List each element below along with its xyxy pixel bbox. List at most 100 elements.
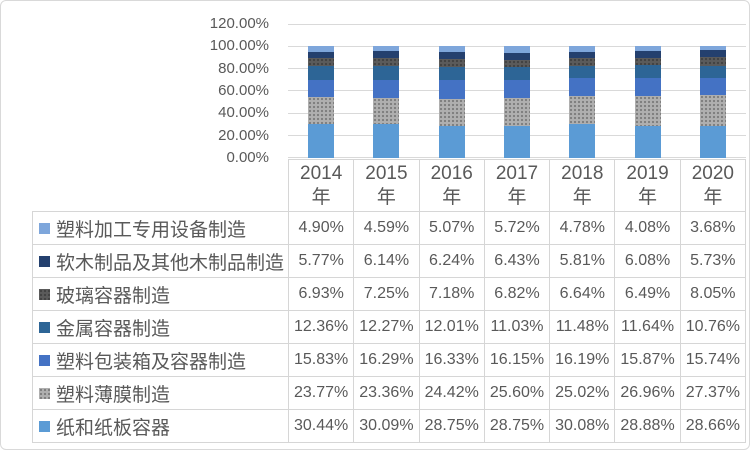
year-unit-label: 年 [638, 186, 658, 208]
value-cell: 6.14% [353, 244, 420, 278]
bar-segment [634, 64, 661, 78]
bar-segment [700, 95, 727, 126]
bar-segment [438, 98, 465, 126]
value-cell: 6.64% [549, 277, 616, 311]
value-cell: 28.66% [679, 409, 747, 443]
table-corner-blank [33, 160, 289, 212]
value-cell: 25.60% [483, 376, 551, 410]
bar-segment [373, 124, 400, 158]
bar-segment [569, 65, 596, 79]
legend-swatch [39, 321, 50, 333]
gridline [288, 45, 746, 47]
bar-segment [504, 67, 530, 80]
value-cell: 5.07% [418, 211, 485, 245]
legend-swatch [39, 255, 50, 267]
gridline [288, 23, 746, 25]
value-cell: 12.01% [418, 310, 485, 344]
series-label-cell: 塑料包装箱及容器制造 [32, 343, 289, 377]
value-cell: 25.02% [549, 376, 616, 410]
bar-segment [700, 125, 727, 158]
year-label: 2017 [495, 162, 539, 184]
table-row: 塑料包装箱及容器制造 15.83% 16.29% 16.33% 16.15% 16.19%… [32, 343, 747, 377]
value-cell: 16.19% [549, 343, 616, 377]
bar-2015 [373, 46, 400, 158]
bar-segment [634, 77, 661, 96]
bar-segment [504, 126, 530, 158]
bar-segment [307, 65, 334, 80]
bar-2014 [307, 46, 334, 158]
series-label: 软木制品及其他木制品制造 [56, 252, 285, 274]
bar-segment [634, 57, 661, 65]
value-cell: 4.08% [614, 211, 681, 245]
series-label: 玻璃容器制造 [56, 285, 171, 307]
year-unit-label: 年 [507, 186, 527, 208]
table-body: 塑料加工专用设备制造 4.90% 4.59% 5.07% 5.72% 4.78% 4.08%… [32, 211, 747, 443]
year-header: 2020 年 [679, 159, 747, 212]
bar-segment [504, 79, 530, 98]
value-cell: 30.08% [549, 409, 616, 443]
bar-segment [373, 80, 400, 99]
y-axis-tick: 20.00% [218, 126, 269, 144]
year-header: 2017 年 [483, 159, 551, 212]
table-row: 玻璃容器制造 6.93% 7.25% 7.18% 6.82% 6.64% 6.49% 8.05… [32, 277, 747, 311]
value-cell: 5.73% [679, 244, 747, 278]
value-cell: 26.96% [614, 376, 681, 410]
value-cell: 27.37% [679, 376, 747, 410]
bar-segment [307, 51, 334, 59]
series-label-cell: 金属容器制造 [32, 310, 289, 344]
y-axis-tick: 120.00% [209, 15, 269, 32]
value-cell: 5.81% [549, 244, 616, 278]
bar-segment [438, 58, 465, 67]
bar-segment [569, 51, 596, 59]
bar-segment [438, 66, 465, 81]
legend-swatch [39, 354, 50, 366]
bar-segment [700, 65, 727, 78]
year-header: 2014 年 [287, 159, 355, 212]
bar-segment [438, 52, 465, 59]
series-label: 金属容器制造 [56, 318, 171, 340]
bar-segment [634, 50, 661, 58]
table-row: 纸和纸板容器 30.44% 30.09% 28.75% 28.75% 30.08% 28.8… [32, 409, 747, 443]
bar-segment [307, 123, 334, 158]
value-cell: 10.76% [679, 310, 747, 344]
legend-swatch [39, 387, 50, 399]
value-cell: 28.88% [614, 409, 681, 443]
value-cell: 28.75% [418, 409, 485, 443]
value-cell: 6.24% [418, 244, 485, 278]
series-label-cell: 玻璃容器制造 [32, 277, 289, 311]
gridline [288, 157, 746, 159]
value-cell: 15.74% [679, 343, 747, 377]
value-cell: 6.93% [287, 277, 355, 311]
year-header: 2016 年 [418, 159, 485, 212]
legend-swatch [39, 420, 50, 432]
data-table: 2014 年 2015 年 2016 年 2017 年 2018 年 2019 年 2020 年 塑料加工… [32, 159, 747, 443]
value-cell: 15.87% [614, 343, 681, 377]
bar-segment [307, 97, 334, 124]
bar-segment [634, 46, 661, 51]
bar-segment [569, 58, 596, 66]
table-row: 软木制品及其他木制品制造 5.77% 6.14% 6.24% 6.43% 5.81% 6.0… [32, 244, 747, 278]
table-row: 金属容器制造 12.36% 12.27% 12.01% 11.03% 11.48% 11.6… [32, 310, 747, 344]
bar-segment [700, 50, 727, 57]
value-cell: 15.83% [287, 343, 355, 377]
y-axis-tick: 0.00% [226, 148, 269, 166]
value-cell: 23.77% [287, 376, 355, 410]
value-cell: 28.75% [483, 409, 551, 443]
year-header: 2018 年 [549, 159, 616, 212]
value-cell: 6.43% [483, 244, 551, 278]
value-cell: 12.36% [287, 310, 355, 344]
year-label: 2019 [626, 162, 669, 184]
y-axis-tick: 40.00% [218, 104, 269, 122]
value-cell: 7.18% [418, 277, 485, 311]
value-cell: 4.90% [287, 211, 355, 245]
year-unit-label: 年 [376, 186, 396, 208]
year-unit-label: 年 [572, 186, 592, 208]
value-cell: 7.25% [353, 277, 420, 311]
series-label: 纸和纸板容器 [56, 417, 171, 439]
bar-segment [634, 125, 661, 158]
bar-segment [307, 79, 334, 98]
bar-segment [373, 58, 400, 67]
bar-segment [569, 46, 596, 52]
bar-2017 [504, 46, 530, 158]
